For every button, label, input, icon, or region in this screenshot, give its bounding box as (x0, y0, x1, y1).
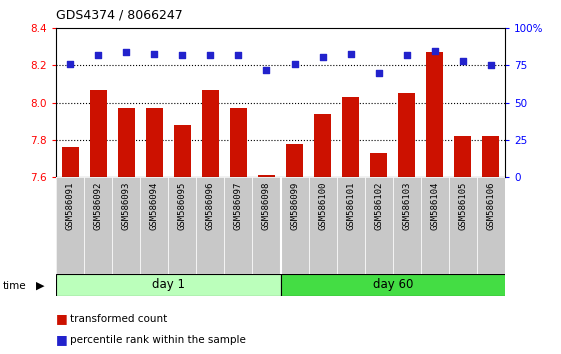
Point (346, 51, 355, 56)
Text: GDS4374 / 8066247: GDS4374 / 8066247 (56, 8, 183, 21)
Text: GSM586092: GSM586092 (94, 182, 103, 230)
Bar (196, 177, 224, 274)
Text: GSM586091: GSM586091 (66, 182, 75, 230)
Bar (202, 90, 219, 177)
Point (318, 54, 327, 59)
Text: GSM586099: GSM586099 (290, 182, 299, 230)
Bar (62, 147, 79, 177)
Point (458, 58, 467, 64)
Bar (421, 177, 449, 274)
Bar (477, 177, 505, 274)
Bar (342, 97, 359, 177)
Point (374, 70, 383, 76)
Bar (280, 177, 309, 274)
Bar (393, 177, 421, 274)
Text: time: time (3, 281, 26, 291)
Point (402, 52, 411, 58)
Bar (230, 108, 247, 177)
Bar (280, 274, 519, 296)
Bar (365, 177, 393, 274)
Text: day 60: day 60 (373, 278, 413, 291)
Text: GSM586101: GSM586101 (346, 182, 355, 230)
Bar (174, 125, 191, 177)
Bar (168, 177, 196, 274)
Point (430, 48, 439, 53)
Bar (140, 177, 168, 274)
Text: GSM586096: GSM586096 (206, 182, 215, 230)
Bar (482, 136, 499, 177)
Point (486, 63, 495, 68)
Text: percentile rank within the sample: percentile rank within the sample (70, 335, 246, 345)
Bar (56, 177, 84, 274)
Bar (112, 177, 140, 274)
Bar (398, 93, 415, 177)
Point (206, 52, 215, 58)
Point (94, 52, 103, 58)
Bar (426, 52, 443, 177)
Text: day 1: day 1 (152, 278, 185, 291)
Text: transformed count: transformed count (70, 314, 167, 324)
Bar (314, 114, 331, 177)
Text: GSM586093: GSM586093 (122, 182, 131, 230)
Bar (90, 90, 107, 177)
Bar (84, 177, 112, 274)
Bar (118, 108, 135, 177)
Text: GSM586106: GSM586106 (486, 182, 495, 230)
Text: GSM586104: GSM586104 (430, 182, 439, 230)
Text: GSM586100: GSM586100 (318, 182, 327, 230)
Point (234, 52, 243, 58)
Bar (454, 136, 471, 177)
Text: ■: ■ (56, 312, 68, 325)
Bar (258, 175, 275, 177)
Bar (370, 153, 387, 177)
Bar (286, 143, 303, 177)
Text: ▶: ▶ (36, 281, 45, 291)
Text: GSM586102: GSM586102 (374, 182, 383, 230)
Bar (56, 274, 280, 296)
Text: ■: ■ (56, 333, 68, 346)
Bar (449, 177, 477, 274)
Point (122, 49, 131, 55)
Point (150, 51, 159, 56)
Point (178, 52, 187, 58)
Bar (337, 177, 365, 274)
Point (290, 61, 299, 67)
Text: GSM586094: GSM586094 (150, 182, 159, 230)
Bar (224, 177, 252, 274)
Bar (309, 177, 337, 274)
Text: GSM586103: GSM586103 (402, 182, 411, 230)
Text: GSM586098: GSM586098 (262, 182, 271, 230)
Bar (252, 177, 280, 274)
Text: GSM586097: GSM586097 (234, 182, 243, 230)
Point (262, 67, 271, 73)
Bar (146, 108, 163, 177)
Text: GSM586105: GSM586105 (458, 182, 467, 230)
Point (66, 61, 75, 67)
Text: GSM586095: GSM586095 (178, 182, 187, 230)
